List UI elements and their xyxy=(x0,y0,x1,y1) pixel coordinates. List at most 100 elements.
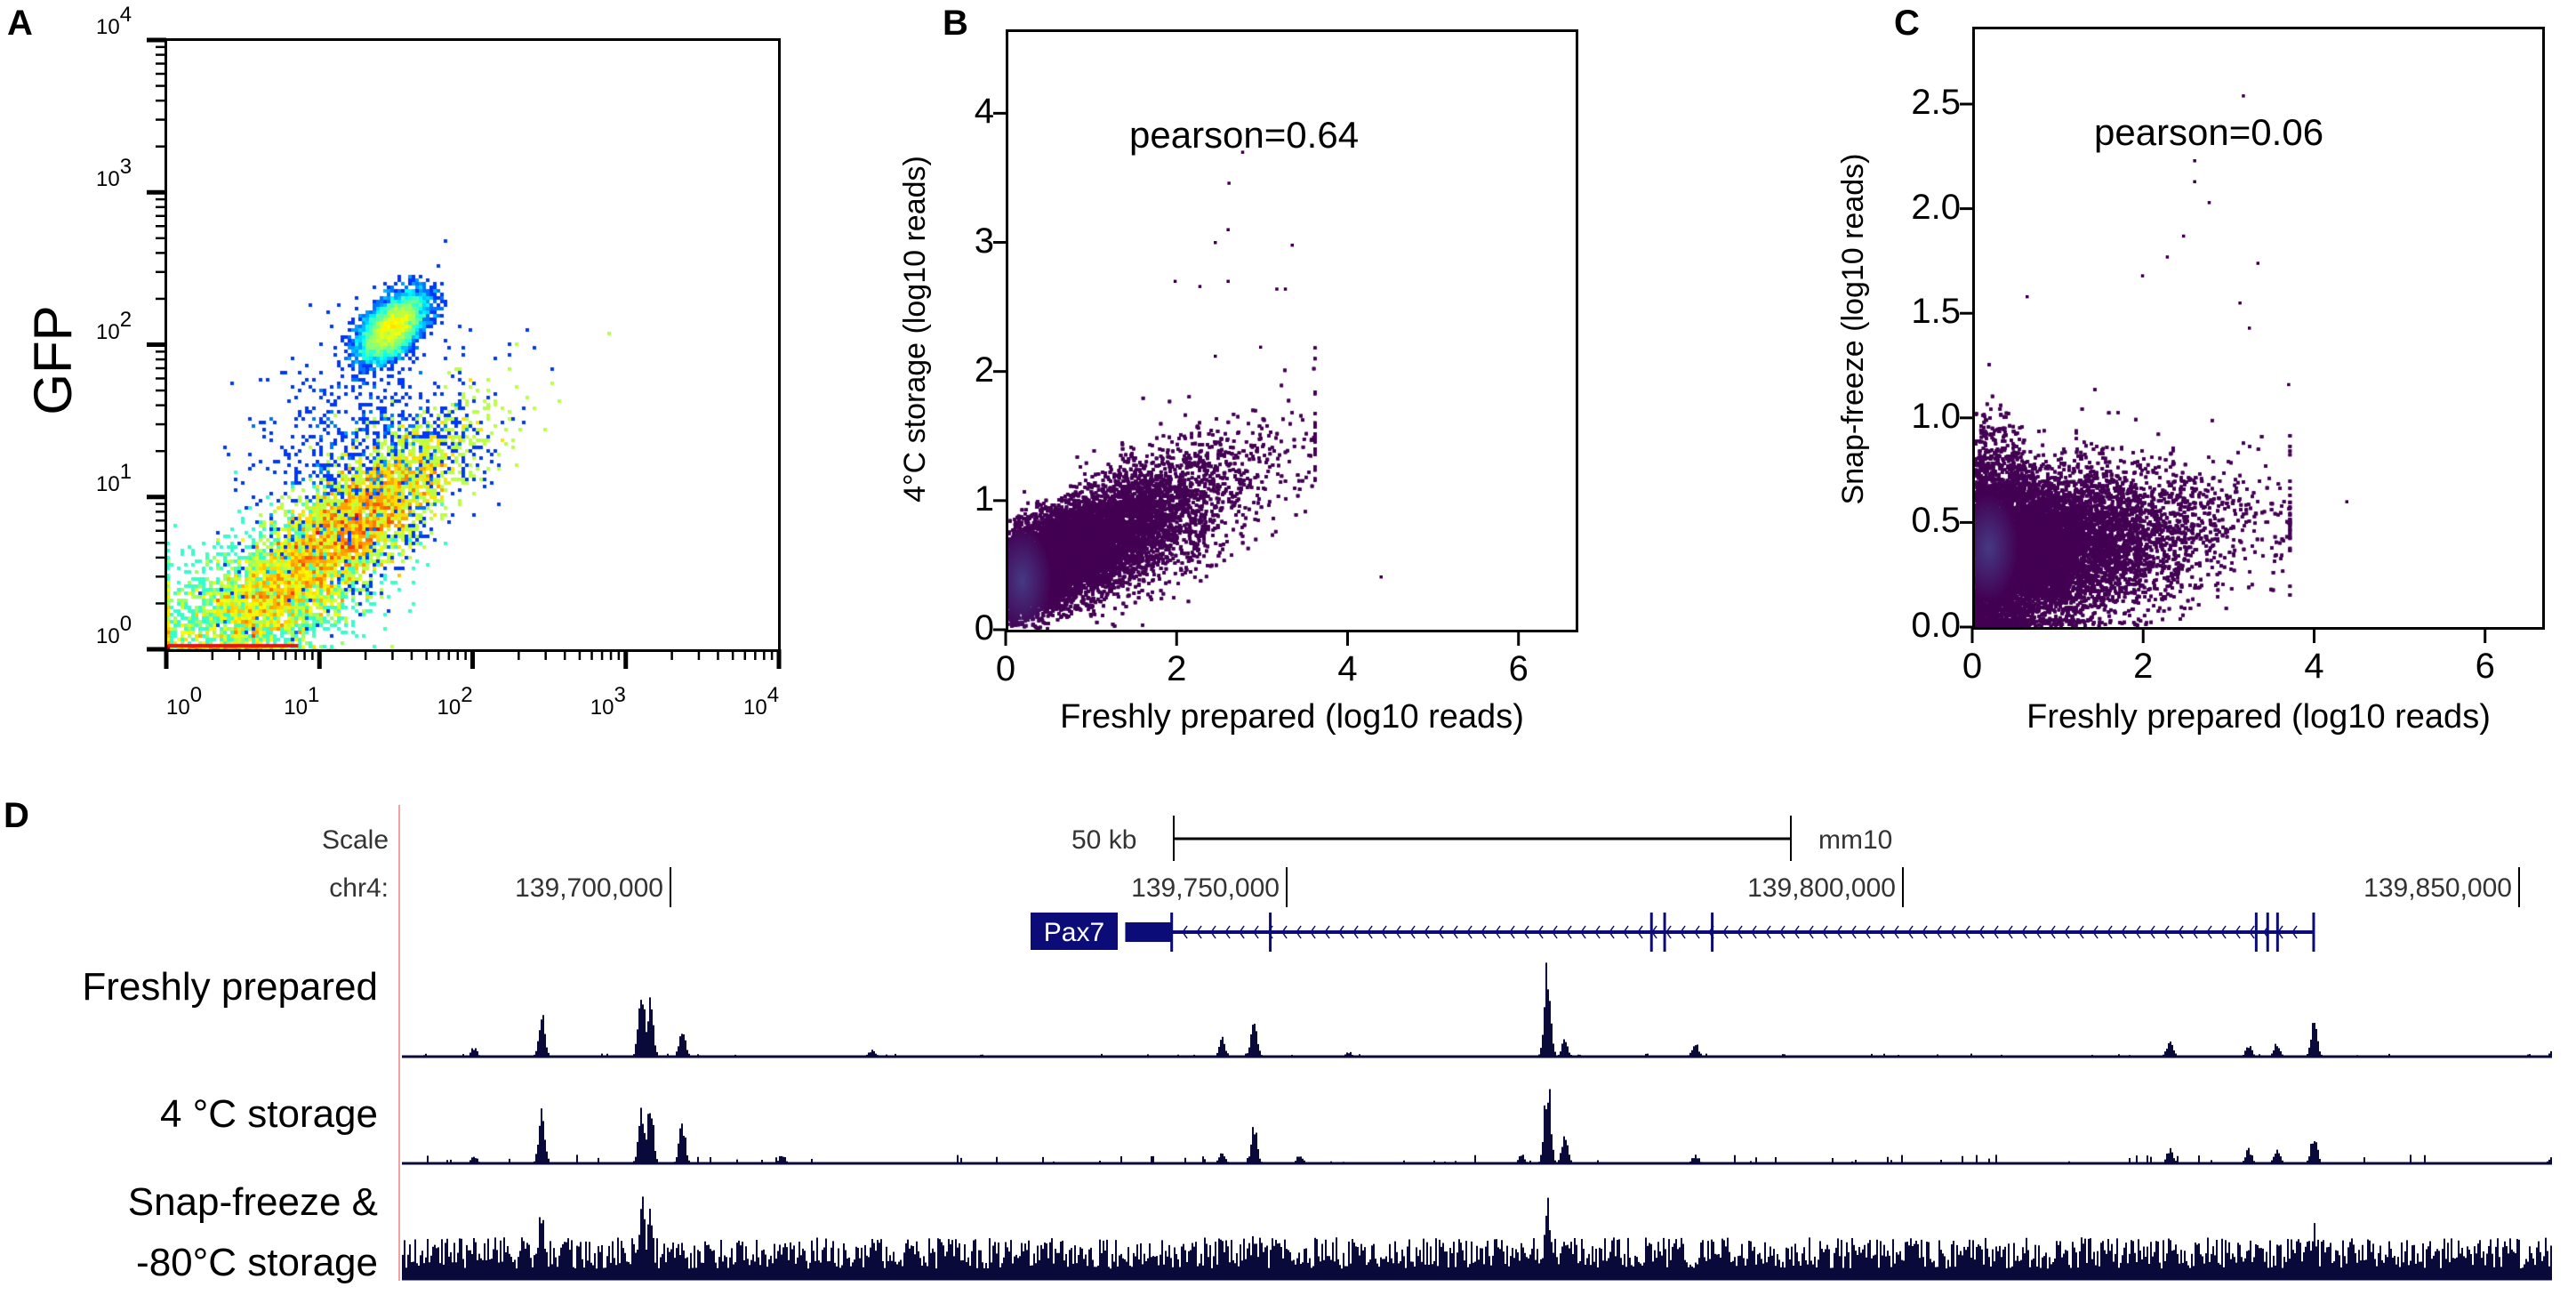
y-tick-label: 1.0 xyxy=(1911,396,1961,436)
strand-arrow xyxy=(1338,925,1344,939)
strand-arrow xyxy=(1566,925,1572,939)
outlier-point xyxy=(2345,500,2349,503)
panel-label-a: A xyxy=(7,4,33,43)
y-tick-label: 0.5 xyxy=(1911,501,1961,541)
gene-label-box xyxy=(1031,913,1118,950)
x-tick-exponent: 0 xyxy=(189,683,203,707)
outlier-point xyxy=(2256,261,2260,265)
strand-arrow xyxy=(1794,925,1800,939)
pearson-annotation-b: pearson=0.64 xyxy=(1129,114,1360,156)
strand-arrow xyxy=(2220,925,2227,939)
strand-arrow xyxy=(2135,925,2141,939)
y-tick-exponent: 0 xyxy=(119,612,132,636)
strand-arrow xyxy=(1978,925,1985,939)
y-tick-label-a: 100 xyxy=(96,612,132,648)
strand-arrow xyxy=(1637,925,1643,939)
position-label: 139,850,000 xyxy=(2363,873,2512,903)
strand-arrow xyxy=(1424,925,1430,939)
strand-arrow xyxy=(1438,925,1444,939)
position-label: 139,800,000 xyxy=(1747,873,1896,903)
outlier-point xyxy=(2247,326,2251,330)
strand-arrow xyxy=(2035,925,2042,939)
strand-arrow xyxy=(1722,925,1729,939)
strand-arrow xyxy=(2092,925,2099,939)
y-tick-exponent: 3 xyxy=(119,155,132,180)
x-tick-label: 2 xyxy=(2133,647,2154,686)
strand-arrow xyxy=(1836,925,1842,939)
y-tick-exponent: 4 xyxy=(119,3,132,27)
outlier-point xyxy=(2193,180,2196,184)
strand-arrow xyxy=(1936,925,1942,939)
strand-arrow xyxy=(1694,925,1700,939)
outlier-point xyxy=(2242,94,2245,98)
strand-arrow xyxy=(1210,925,1216,939)
outlier-point xyxy=(2287,382,2291,387)
strand-arrow xyxy=(1495,925,1501,939)
outlier-point xyxy=(1226,279,1230,284)
x-tick-exponent: 3 xyxy=(614,683,626,707)
strand-arrow xyxy=(1324,925,1330,939)
x-axis-label-c: Freshly prepared (log10 reads) xyxy=(2026,698,2491,736)
outlier-point xyxy=(1173,279,1177,284)
density-scatter-b xyxy=(1006,29,1578,630)
y-tick-label: 0 xyxy=(974,608,994,648)
strand-arrow xyxy=(1879,925,1885,939)
y-tick-label: 2.0 xyxy=(1911,187,1961,227)
strand-arrow xyxy=(1310,925,1316,939)
strand-arrow xyxy=(2121,925,2127,939)
strand-arrow xyxy=(2007,925,2013,939)
x-tick-label: 0 xyxy=(995,649,1016,688)
strand-arrow xyxy=(1964,925,1970,939)
strand-arrow xyxy=(1765,925,1771,939)
x-tick-label-a: 100 xyxy=(166,683,203,720)
outlier-point xyxy=(2238,301,2242,305)
y-tick-label: 1.5 xyxy=(1911,292,1961,332)
strand-arrow xyxy=(1580,925,1586,939)
strand-arrow xyxy=(2206,925,2212,939)
strand-arrow xyxy=(1182,925,1188,939)
x-tick-label-a: 102 xyxy=(437,683,473,720)
x-axis-label-b: Freshly prepared (log10 reads) xyxy=(1060,698,1524,736)
strand-arrow xyxy=(2163,925,2170,939)
x-tick-label: 4 xyxy=(1337,649,1358,688)
strand-arrow xyxy=(2291,925,2298,939)
strand-arrow xyxy=(2107,925,2113,939)
y-tick-label-a: 102 xyxy=(96,307,132,344)
strand-arrow xyxy=(1367,925,1373,939)
strand-arrow xyxy=(1409,925,1416,939)
signal-track xyxy=(402,1089,2552,1163)
strand-arrow xyxy=(1481,925,1487,939)
x-tick-label-a: 104 xyxy=(743,683,780,720)
axes-a xyxy=(147,37,782,669)
outlier-point xyxy=(1227,181,1231,185)
strand-arrow xyxy=(1609,925,1615,939)
strand-arrow xyxy=(2149,925,2155,939)
strand-arrow xyxy=(1865,925,1871,939)
plot-frame-b xyxy=(1006,29,1578,632)
position-label: 139,750,000 xyxy=(1131,873,1280,903)
strand-arrow xyxy=(2078,925,2084,939)
strand-arrow xyxy=(1466,925,1473,939)
x-tick-label-a: 101 xyxy=(284,683,320,720)
outlier-point xyxy=(1283,287,1288,291)
x-tick-exponent: 2 xyxy=(461,683,473,707)
strand-arrow xyxy=(1850,925,1857,939)
strand-arrow xyxy=(1509,925,1515,939)
outlier-point xyxy=(2165,255,2170,259)
strand-arrow xyxy=(1296,925,1302,939)
y-tick-label-a: 103 xyxy=(96,155,132,192)
strand-arrow xyxy=(1253,925,1259,939)
strand-arrow xyxy=(1224,925,1231,939)
signal-track xyxy=(402,1196,2552,1279)
panel-label-d: D xyxy=(4,796,29,835)
signal-track xyxy=(402,962,2552,1057)
outlier-point xyxy=(1275,287,1279,291)
track-label: -80°C storage xyxy=(136,1241,378,1284)
strand-arrow xyxy=(2192,925,2198,939)
strand-arrow xyxy=(1779,925,1786,939)
x-tick-label: 4 xyxy=(2304,647,2324,686)
outlier-point xyxy=(1213,354,1217,358)
x-tick-label: 2 xyxy=(1167,649,1187,688)
gene-utr xyxy=(1125,922,1173,942)
strand-arrow xyxy=(1922,925,1928,939)
